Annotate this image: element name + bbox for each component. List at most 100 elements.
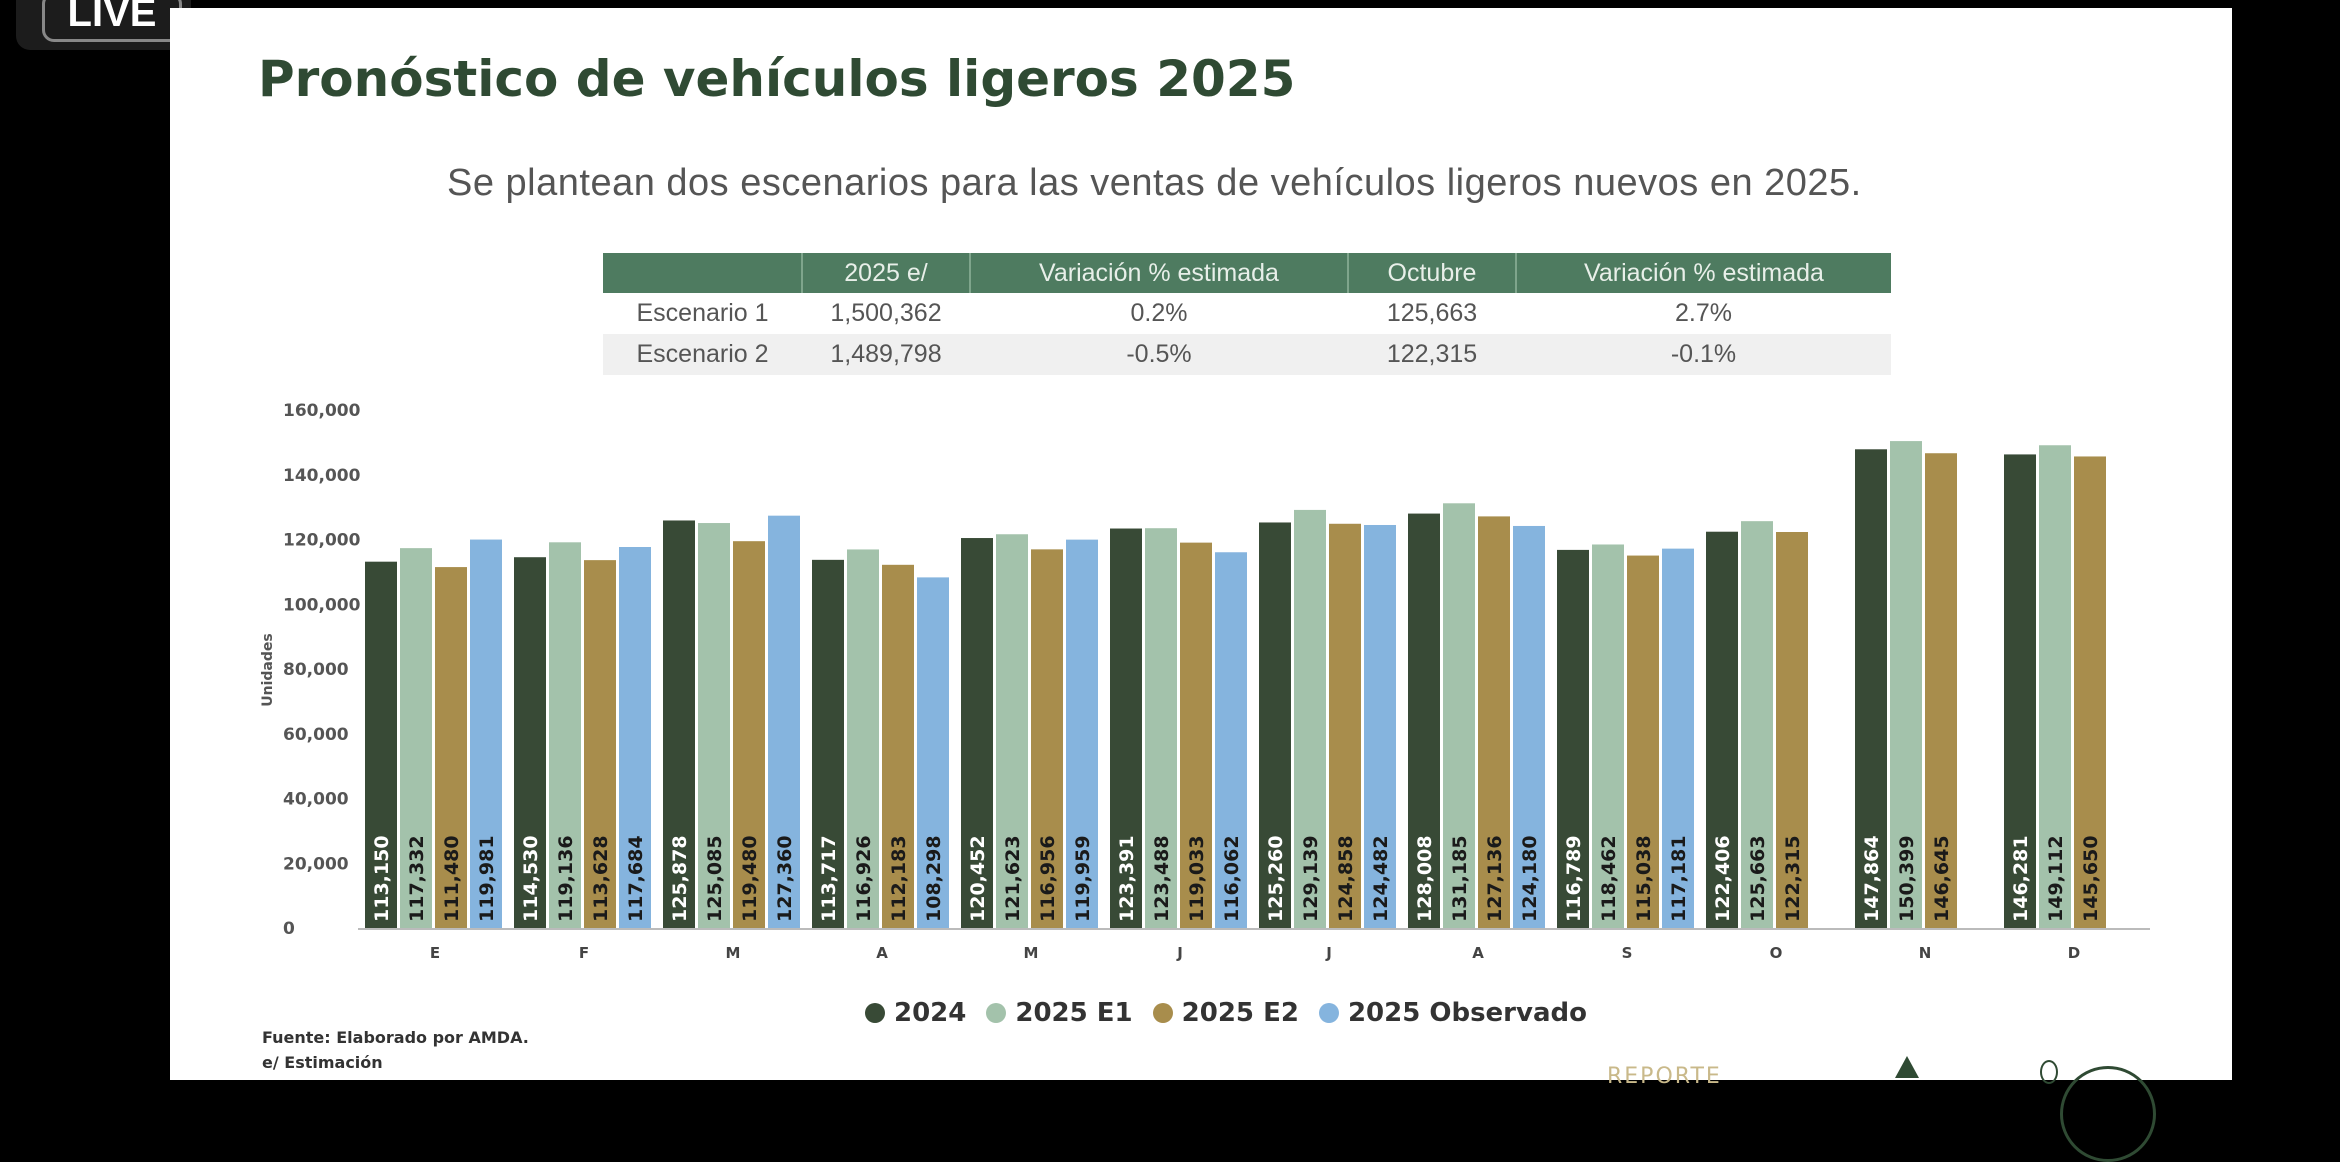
bar-2025-e1 [1592, 544, 1624, 928]
bar-value-label: 125,663 [1747, 835, 1769, 922]
bar-2025-e1 [400, 548, 432, 928]
bar-2025-e1 [549, 542, 581, 928]
bar-2024 [1706, 531, 1738, 928]
bar-2024 [1557, 549, 1589, 928]
bar-value-label: 127,136 [1484, 835, 1506, 922]
y-tick-label: 120,000 [283, 531, 361, 551]
page-title: Pronóstico de vehículos ligeros 2025 [258, 50, 1296, 108]
legend-label: 2025 Observado [1347, 998, 1587, 1028]
legend-label: 2025 E2 [1181, 998, 1299, 1028]
bar-2025-observado [1215, 552, 1247, 928]
y-tick-label: 0 [283, 919, 295, 939]
bar-2025-e1 [1294, 509, 1326, 928]
bar-value-label: 125,085 [704, 835, 726, 922]
table-cell: 2.7% [1675, 299, 1732, 327]
bar-2025-e2 [584, 560, 616, 928]
logo-icon [1895, 1056, 1919, 1078]
bar-2024 [514, 557, 546, 928]
bar-2024 [1855, 449, 1887, 928]
y-tick-label: 140,000 [283, 466, 361, 486]
bar-chart: 0 20,000 40,000 60,000 80,000 100,000 120,000 1… [260, 401, 2150, 962]
x-tick-label: J [1176, 944, 1183, 962]
x-tick-label: A [1472, 944, 1484, 962]
y-axis-label: Unidades [260, 633, 276, 706]
bar-value-label: 113,628 [590, 835, 612, 922]
bar-value-label: 117,181 [1668, 835, 1690, 922]
bar-value-label: 111,480 [441, 835, 463, 922]
bar-2024 [1110, 528, 1142, 928]
table-header: Variación % estimada [1515, 253, 1891, 293]
bar-2025-e2 [1776, 532, 1808, 928]
bar-value-label: 146,281 [2010, 835, 2032, 922]
bar-value-label: 124,180 [1519, 835, 1541, 922]
x-tick-label: N [1919, 944, 1932, 962]
legend-label: 2024 [894, 998, 967, 1028]
legend-item: 2025 E2 [1152, 998, 1299, 1028]
table-cell: -0.1% [1516, 334, 1891, 375]
source-note: Fuente: Elaborado por AMDA. [262, 1028, 529, 1047]
bar-value-label: 115,038 [1633, 835, 1655, 922]
bar-2025-observado [768, 515, 800, 928]
table-header [603, 253, 802, 293]
bar-value-label: 117,684 [625, 835, 647, 922]
logo-icon [2060, 1066, 2156, 1162]
bar-value-label: 117,332 [406, 835, 428, 922]
subtitle: Se plantean dos escenarios para las vent… [447, 162, 1862, 204]
bar-2025-e2 [1627, 555, 1659, 928]
bar-value-label: 129,139 [1300, 835, 1322, 922]
bar-value-label: 114,530 [520, 835, 542, 922]
bar-value-label: 122,315 [1782, 835, 1804, 922]
bar-value-label: 108,298 [923, 835, 945, 922]
bar-value-label: 116,062 [1221, 835, 1243, 922]
bar-value-label: 119,136 [555, 835, 577, 922]
bar-2025-e1 [1741, 521, 1773, 928]
scenario-table: 2025 e/ Variación % estimada Octubre Var… [603, 253, 1891, 375]
table-row: Escenario 2 1,489,798 -0.5% 122,315 -0.1… [603, 334, 1891, 375]
bar-value-label: 121,623 [1002, 835, 1024, 922]
bar-value-label: 149,112 [2045, 835, 2067, 922]
y-tick-label: 160,000 [283, 401, 361, 421]
bar-2025-observado [470, 539, 502, 928]
legend-swatch [1152, 1003, 1173, 1023]
table-cell: 1,489,798 [802, 334, 970, 375]
bar-2024 [1408, 513, 1440, 928]
bar-value-label: 147,864 [1861, 835, 1883, 922]
bar-value-label: 125,260 [1265, 835, 1287, 922]
estimation-note: e/ Estimación [262, 1053, 383, 1072]
legend-swatch [1318, 1003, 1339, 1023]
bar-2025-e1 [1145, 528, 1177, 928]
table-header: Variación % estimada [969, 253, 1348, 293]
bar-value-label: 120,452 [967, 835, 989, 922]
bar-value-label: 116,956 [1037, 835, 1059, 922]
bar-2025-observado [619, 546, 651, 928]
bar-value-label: 123,488 [1151, 835, 1173, 922]
legend-item: 2025 Observado [1318, 998, 1587, 1028]
y-tick-label: 20,000 [283, 854, 349, 874]
bar-value-label: 119,480 [739, 835, 761, 922]
bar-2025-e2 [882, 564, 914, 928]
legend-label: 2025 E1 [1015, 998, 1133, 1028]
bar-2024 [1259, 522, 1291, 928]
x-tick-label: E [430, 944, 440, 962]
bar-2025-e1 [1890, 441, 1922, 928]
bar-2025-observado [1066, 539, 1098, 928]
bar-value-label: 127,360 [774, 835, 796, 922]
bar-value-label: 150,399 [1896, 835, 1918, 922]
bar-2025-e1 [1443, 503, 1475, 928]
bar-2025-e1 [996, 534, 1028, 928]
bar-2024 [2004, 454, 2036, 928]
bar-2025-e1 [2039, 445, 2071, 928]
bar-2025-e2 [435, 567, 467, 928]
legend-swatch [865, 1003, 885, 1023]
bar-value-label: 128,008 [1414, 835, 1436, 922]
bar-value-label: 145,650 [2080, 835, 2102, 922]
bar-value-label: 131,185 [1449, 835, 1471, 922]
bar-2025-e2 [1925, 453, 1957, 928]
chart-legend: 2024 2025 E1 2025 E2 2025 Observado [865, 998, 1587, 1028]
bar-value-label: 122,406 [1712, 835, 1734, 922]
y-tick-label: 100,000 [283, 595, 361, 615]
bar-2025-observado [1364, 524, 1396, 928]
bar-2025-observado [917, 577, 949, 928]
bar-value-label: 124,482 [1370, 835, 1392, 922]
bar-2024 [812, 559, 844, 928]
